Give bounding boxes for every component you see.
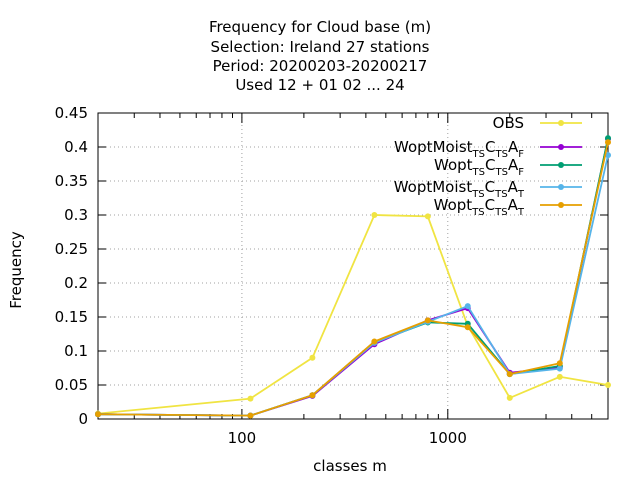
grid-lines — [98, 113, 608, 419]
data-point — [309, 354, 316, 361]
data-point — [424, 213, 431, 220]
legend-label: OBS — [493, 114, 524, 132]
data-point — [556, 365, 563, 372]
x-tick-label: 100 — [228, 429, 257, 447]
y-tick-label: 0.3 — [64, 206, 88, 224]
chart-title-line-2: Selection: Ireland 27 stations — [210, 38, 430, 56]
data-point — [464, 303, 471, 310]
legend-label: WoptTSCTSAT — [434, 196, 525, 218]
series-line — [97, 214, 609, 415]
plot-border — [97, 112, 609, 420]
series-4 — [95, 139, 611, 419]
data-point — [556, 360, 563, 367]
y-tick-label: 0.45 — [55, 104, 88, 122]
data-point — [506, 371, 513, 378]
data-point — [464, 324, 471, 331]
series-2 — [95, 135, 611, 419]
tick-labels: 0 0.05 0.1 0.15 0.2 0.25 0.3 0.35 0.4 0.45 100 1000 — [55, 104, 467, 447]
legend-entry-0: OBS — [493, 114, 582, 132]
data-point — [247, 412, 254, 419]
legend-swatch-point — [558, 144, 564, 150]
series-line — [97, 142, 609, 417]
data-point — [371, 212, 378, 218]
x-axis-label: classes m — [313, 457, 387, 475]
chart-title-line-1: Frequency for Cloud base (m) — [208, 18, 432, 36]
data-point — [247, 395, 254, 402]
legend-swatch-point — [558, 184, 564, 190]
legend: OBS WoptMoistTSCTSAFWoptTSCTSAFWoptMoistT… — [394, 114, 582, 218]
series-3 — [95, 152, 611, 419]
data-point — [424, 317, 431, 324]
legend-entry-2: WoptTSCTSAF — [434, 156, 582, 178]
series-line — [97, 155, 609, 417]
series-0 — [95, 212, 611, 417]
y-tick-label: 0.4 — [64, 138, 88, 156]
data-point — [556, 373, 563, 380]
y-tick-label: 0.1 — [64, 342, 88, 360]
data-point — [309, 392, 316, 399]
legend-swatch-point — [558, 162, 564, 168]
x-tick-label: 1000 — [429, 429, 467, 447]
legend-label: WoptMoistTSCTSAF — [394, 138, 524, 160]
legend-swatch-point — [558, 202, 564, 208]
legend-swatch-point — [558, 120, 564, 126]
series-line — [97, 138, 609, 417]
chart-title-line-4: Used 12 + 01 02 ... 24 — [235, 76, 405, 94]
legend-entry-3: WoptMoistTSCTSAT — [394, 178, 582, 200]
axes — [97, 112, 609, 420]
y-tick-label: 0.2 — [64, 274, 88, 292]
y-tick-label: 0.05 — [55, 376, 88, 394]
data-point — [506, 394, 513, 401]
y-tick-label: 0 — [78, 410, 88, 428]
data-point — [371, 338, 378, 345]
data-point — [605, 382, 611, 388]
legend-label: WoptTSCTSAF — [434, 156, 524, 178]
data-point — [605, 139, 611, 146]
data-point — [605, 152, 611, 159]
legend-entry-1: WoptMoistTSCTSAF — [394, 138, 582, 160]
series-1 — [95, 135, 611, 419]
y-tick-label: 0.15 — [55, 308, 88, 326]
legend-entry-4: WoptTSCTSAT — [434, 196, 582, 218]
y-tick-label: 0.35 — [55, 172, 88, 190]
data-point — [95, 411, 101, 418]
series-line — [97, 138, 609, 417]
chart-title-line-3: Period: 20200203-20200217 — [212, 57, 428, 75]
y-tick-label: 0.25 — [55, 240, 88, 258]
series-lines — [95, 135, 611, 419]
legend-label: WoptMoistTSCTSAT — [394, 178, 525, 200]
